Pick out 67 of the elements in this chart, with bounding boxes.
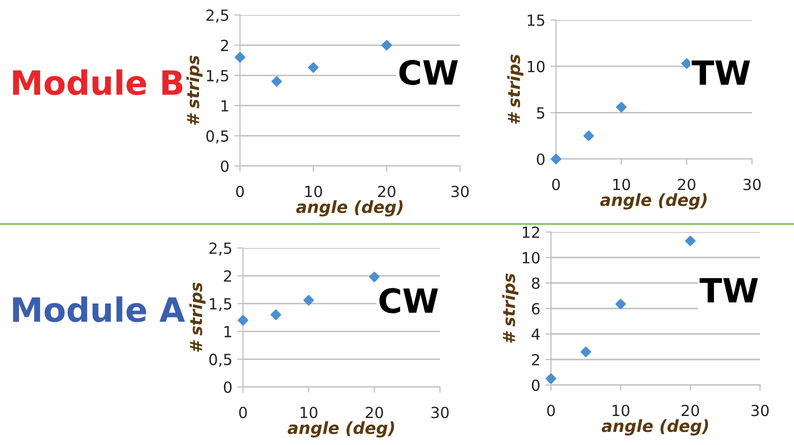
point: [580, 346, 592, 358]
point: [615, 298, 626, 310]
y-tick-label: 12: [522, 226, 540, 238]
y-tick-label: 0,5: [206, 130, 228, 144]
point: [583, 130, 594, 142]
annotation: CW: [399, 60, 458, 86]
y-tick-label: 8: [532, 277, 540, 290]
point: [238, 314, 248, 326]
x-tick-label: 20: [366, 406, 384, 418]
text: Module A: [13, 296, 185, 322]
y-tick-label: 4: [532, 328, 540, 340]
point: [369, 272, 380, 282]
y-tick-label: 0: [224, 381, 232, 394]
y-tick-label: 6: [532, 302, 540, 315]
x-tick-label: 0: [547, 404, 555, 416]
y-tick-label: 0: [536, 153, 545, 166]
x-tick-label: 20: [378, 186, 396, 198]
x-tick-label: 0: [236, 186, 244, 198]
y-tick-label: 10: [522, 252, 540, 264]
point: [271, 76, 282, 87]
y-tick-label: 2: [532, 354, 540, 366]
y-axis-title: # strips: [186, 56, 203, 125]
x-tick-label: 10: [300, 406, 318, 418]
x-axis-title: angle (deg): [602, 419, 708, 436]
point: [234, 52, 246, 63]
y-tick-label: 0,5: [209, 354, 232, 367]
point: [616, 102, 627, 112]
y-tick-label: 0: [532, 379, 540, 392]
x-axis-title: angle (deg): [296, 200, 403, 216]
annotation: TW: [700, 278, 758, 302]
y-tick-label: 2,5: [209, 242, 232, 256]
x-tick-label: 20: [682, 404, 700, 416]
point: [381, 40, 392, 50]
x-tick-label: 30: [431, 406, 449, 418]
point: [681, 58, 692, 69]
x-tick-label: 10: [612, 404, 630, 416]
x-tick-label: 30: [743, 178, 761, 190]
y-tick-label: 2: [224, 270, 232, 282]
annotation: TW: [692, 60, 750, 85]
y-tick-label: 15: [528, 14, 544, 26]
x-tick-label: 0: [552, 178, 560, 190]
point: [270, 309, 282, 320]
y-tick-label: 10: [528, 60, 545, 72]
x-axis-title: angle (deg): [600, 193, 707, 210]
y-tick-label: 1,5: [206, 70, 228, 83]
y-axis-title: # strips: [502, 274, 518, 343]
y-tick-label: 2: [220, 40, 228, 52]
y-axis-title: # strips: [189, 282, 206, 352]
x-tick-label: 10: [613, 178, 630, 190]
y-tick-label: 0: [220, 160, 229, 172]
point: [303, 294, 314, 306]
x-tick-label: 0: [239, 406, 247, 418]
x-axis-title: angle (deg): [288, 421, 394, 438]
y-tick-label: 5: [537, 107, 544, 119]
y-tick-label: 1: [222, 100, 228, 112]
y-tick-label: 2,5: [206, 9, 228, 23]
y-tick-label: 1,5: [210, 298, 232, 312]
x-tick-label: 30: [751, 404, 769, 416]
x-tick-label: 20: [678, 178, 696, 190]
point: [308, 62, 319, 73]
text: Module B: [13, 69, 182, 96]
y-tick-label: 1: [224, 326, 232, 338]
y-axis-title: # strips: [507, 54, 524, 124]
point: [685, 236, 696, 246]
annotation: CW: [379, 288, 438, 314]
x-tick-label: 10: [305, 186, 322, 198]
x-tick-label: 30: [451, 186, 469, 198]
